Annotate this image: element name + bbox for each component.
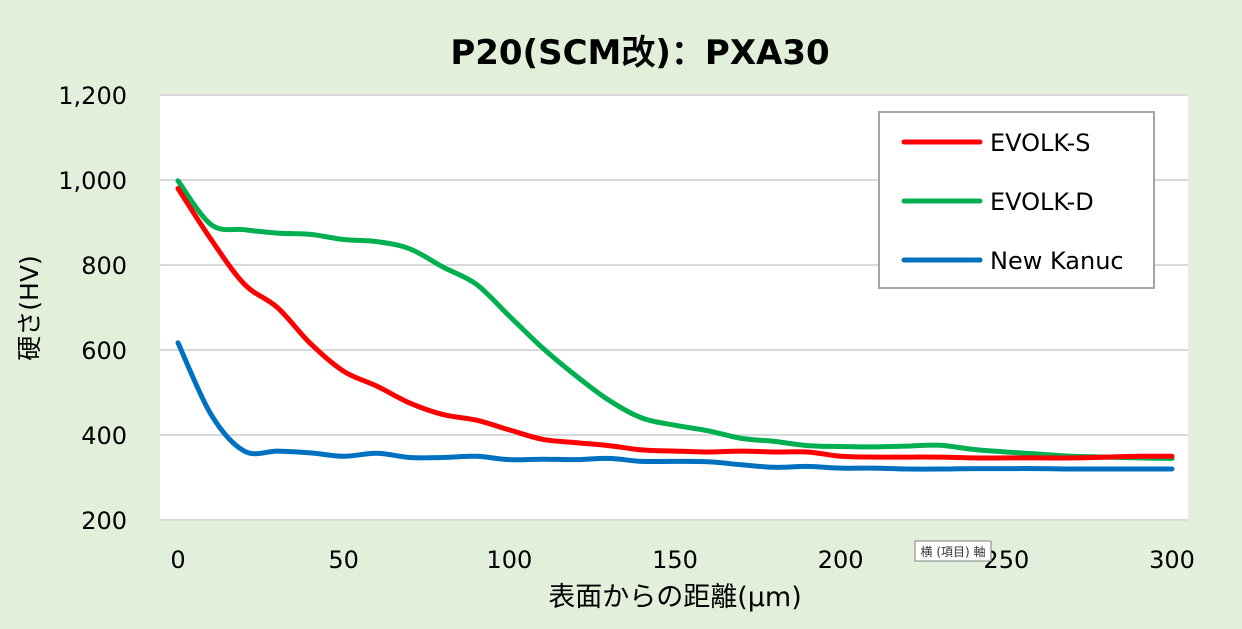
y-tick-label: 400	[81, 422, 127, 450]
y-tick-label: 200	[81, 507, 127, 535]
y-tick-label: 800	[81, 252, 127, 280]
x-tick-label: 50	[328, 546, 359, 574]
x-axis-ticks: 0 50 100 150 200 250 300	[170, 546, 1195, 574]
series-line-evolk-d	[175, 178, 1175, 461]
legend-label-new-kanuc: New Kanuc	[990, 247, 1124, 275]
x-axis-label: 表面からの距離(μm)	[548, 582, 802, 613]
y-axis-label: 硬さ(HV)	[15, 255, 44, 360]
series-line-evolk-s	[175, 186, 1175, 461]
legend: EVOLK-S EVOLK-D New Kanuc	[878, 111, 1155, 289]
y-tick-label: 600	[81, 337, 127, 365]
y-axis-ticks: 200 400 600 800 1,000 1,200	[58, 82, 127, 535]
series-line-new-kanuc	[175, 340, 1175, 472]
legend-label-evolk-s: EVOLK-S	[990, 129, 1091, 157]
tooltip-text: 横 (項目) 軸	[921, 545, 986, 559]
tooltip-box	[914, 540, 992, 562]
x-tick-label: 0	[170, 546, 185, 574]
x-tick-label: 200	[818, 546, 864, 574]
chart-title: P20(SCM改)：PXA30	[450, 33, 829, 73]
grid-lines	[160, 94, 1188, 521]
legend-label-evolk-d: EVOLK-D	[990, 188, 1094, 216]
x-tick-label: 150	[652, 546, 698, 574]
x-tick-label: 100	[486, 546, 532, 574]
series-group	[175, 178, 1175, 472]
x-tick-label: 300	[1149, 546, 1195, 574]
axis-tooltip: 横 (項目) 軸	[914, 540, 992, 562]
y-tick-label: 1,000	[58, 167, 127, 195]
y-tick-label: 1,200	[58, 82, 127, 110]
